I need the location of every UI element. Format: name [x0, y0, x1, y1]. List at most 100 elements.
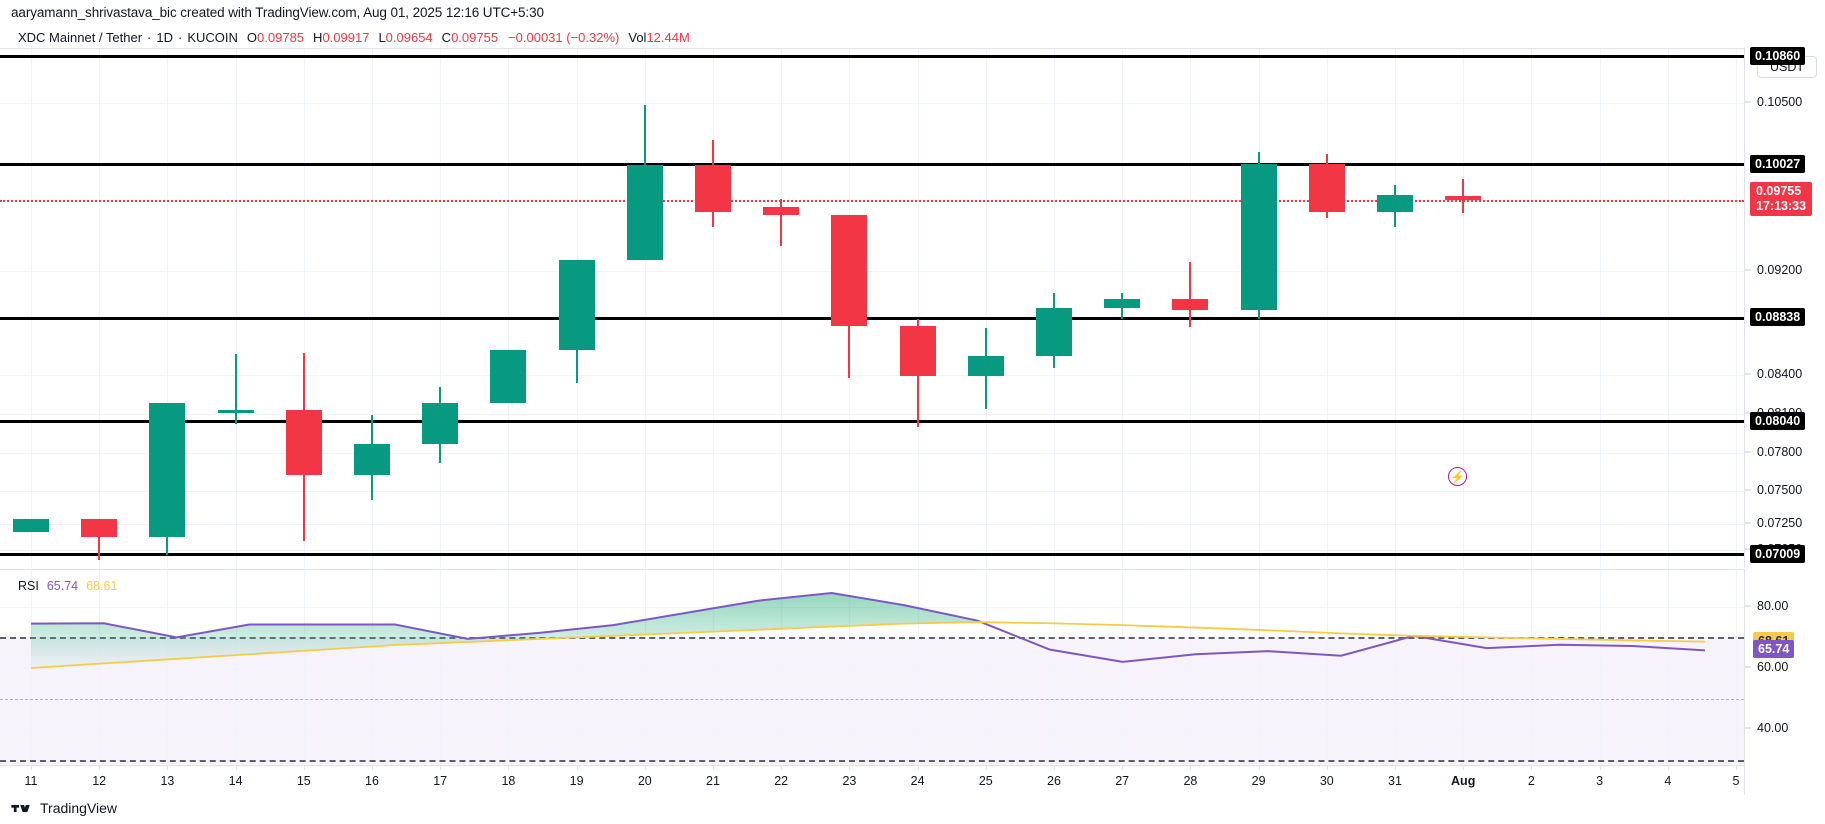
candlestick: [763, 49, 800, 568]
tradingview-brand-label: TradingView: [40, 800, 118, 816]
price-axis-tick-label: 0.07800: [1757, 444, 1803, 459]
candlestick: [354, 49, 390, 568]
candle-body: [899, 325, 936, 376]
candle-body: [831, 215, 868, 326]
gridline-vertical: [1667, 570, 1669, 765]
gridline-vertical: [235, 49, 237, 568]
candlestick: [1172, 49, 1209, 568]
candlestick: [626, 49, 663, 568]
badge-price-text: 0.10027: [1755, 156, 1801, 171]
gridline-vertical: [644, 570, 646, 765]
time-axis-tick: [1122, 766, 1124, 770]
gridline-vertical: [167, 570, 169, 765]
horizontal-level-line[interactable]: [0, 420, 1744, 424]
time-axis-label: Aug: [1451, 774, 1476, 788]
rsi-value-badge[interactable]: 65.74: [1753, 640, 1795, 659]
price-scale-axis[interactable]: USDT 0.105000.092000.084000.081000.07800…: [1745, 46, 1825, 765]
legend-symbol[interactable]: XDC Mainnet / Tether: [18, 29, 143, 45]
gridline-vertical: [1463, 49, 1465, 568]
time-axis-label: 25: [978, 774, 993, 788]
time-axis-tick: [31, 766, 32, 770]
gridline-vertical: [303, 49, 305, 568]
time-scale-axis[interactable]: 11 12 13 14 15 16 17 18 19 20 21 22 23 24 25 26 27 28 29 30…: [0, 765, 1745, 795]
level-price-badge[interactable]: 0.10860: [1750, 46, 1806, 65]
legend-high-key: H: [313, 29, 323, 45]
candle-body: [695, 164, 731, 212]
chart-legend: XDC Mainnet / Tether · 1D · KUCOIN O 0.09…: [0, 27, 690, 47]
candlestick: [1377, 49, 1413, 568]
horizontal-level-line[interactable]: [0, 553, 1744, 557]
level-price-badge[interactable]: 0.08838: [1750, 308, 1806, 327]
gridline-vertical: [1326, 49, 1328, 568]
candlestick: [831, 49, 868, 568]
candlestick: [149, 49, 186, 568]
horizontal-level-line[interactable]: [0, 163, 1744, 166]
candle-body: [490, 349, 527, 404]
horizontal-level-line[interactable]: [0, 316, 1744, 320]
axis-tick-dash: [1745, 666, 1751, 668]
candlestick: [422, 49, 459, 568]
lightning-badge[interactable]: ⚡: [1448, 467, 1467, 486]
candle-wick: [1462, 178, 1465, 213]
axis-tick-dash: [1745, 412, 1751, 414]
axis-tick-dash: [1745, 101, 1751, 103]
level-price-badge[interactable]: 0.10027: [1750, 154, 1806, 173]
gridline-vertical: [985, 570, 987, 765]
time-axis-label: 31: [1388, 774, 1402, 788]
gridline-vertical: [1326, 570, 1328, 765]
rsi-axis-tick-label: 80.00: [1757, 598, 1789, 613]
candlestick: [1445, 49, 1482, 568]
gridline-horizontal: [0, 549, 1744, 551]
gridline-vertical: [917, 570, 919, 765]
gridline-vertical: [917, 49, 919, 568]
badge-price-text: 0.10860: [1755, 48, 1801, 63]
time-axis-tick: [1054, 766, 1055, 770]
gridline-vertical: [372, 49, 373, 568]
candle-body: [1240, 164, 1277, 311]
time-axis-label: 12: [92, 774, 107, 788]
candle-body: [1377, 195, 1413, 212]
candlestick: [1036, 49, 1072, 568]
rsi-midline: [0, 698, 1744, 700]
legend-exchange[interactable]: KUCOIN: [187, 29, 238, 45]
time-axis-tick: [849, 766, 851, 770]
level-price-badge[interactable]: 0.08040: [1750, 411, 1806, 430]
time-axis-tick: [1395, 766, 1396, 770]
gridline-vertical: [1736, 49, 1737, 568]
rsi-indicator-pane[interactable]: RSI 65.74 68.61: [0, 569, 1745, 765]
current-price-line: [0, 199, 1744, 202]
legend-interval[interactable]: 1D: [156, 29, 174, 45]
candle-body: [626, 164, 663, 260]
gridline-vertical: [1667, 49, 1669, 568]
candle-body: [217, 409, 254, 413]
rsi-legend-title: RSI: [18, 579, 39, 593]
axis-tick-dash: [1745, 727, 1751, 729]
gridline-vertical: [167, 49, 169, 568]
rsi-threshold-line: [0, 759, 1744, 762]
candle-body: [354, 443, 390, 476]
time-axis-tick: [713, 766, 714, 770]
gridline-horizontal: [0, 491, 1744, 493]
candlestick: [1104, 49, 1141, 568]
gridline-horizontal: [0, 271, 1744, 273]
price-axis-tick-label: 0.08400: [1757, 366, 1803, 381]
candle-wick: [234, 354, 237, 425]
rsi-legend[interactable]: RSI 65.74 68.61: [18, 579, 117, 593]
tradingview-footer[interactable]: TradingView: [11, 800, 117, 816]
candle-body: [763, 206, 800, 215]
time-axis-tick: [167, 766, 169, 770]
time-axis-label: 16: [365, 774, 379, 788]
gridline-vertical: [440, 570, 442, 765]
attribution-bar: aaryamann_shrivastava_bic created with T…: [0, 0, 1825, 25]
price-chart-pane[interactable]: ⚡: [0, 48, 1745, 568]
candlestick: [1308, 49, 1345, 568]
level-price-badge[interactable]: 0.07009: [1750, 544, 1806, 563]
rsi-shaded-band: [0, 637, 1744, 765]
horizontal-level-line[interactable]: [0, 55, 1744, 59]
time-axis-label: 21: [706, 774, 720, 788]
current-price-badge[interactable]: 0.09755 17:13:33: [1750, 181, 1813, 216]
gridline-vertical: [1531, 49, 1533, 568]
candlestick: [1240, 49, 1277, 568]
legend-sep-2: ·: [178, 29, 183, 45]
time-axis-label: 20: [637, 774, 652, 788]
